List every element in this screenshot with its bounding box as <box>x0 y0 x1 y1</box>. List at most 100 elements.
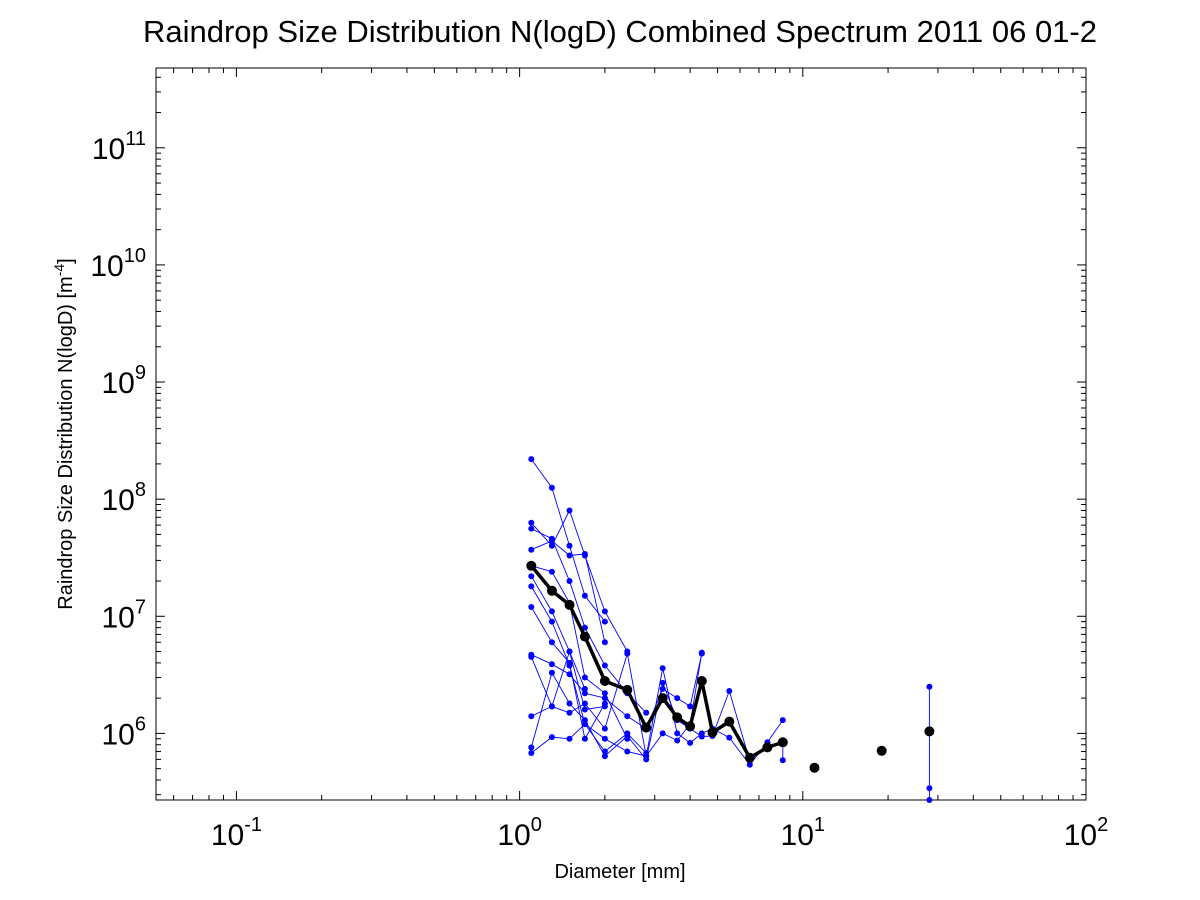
y-tick-label: 108 <box>102 479 147 517</box>
data-point <box>548 669 555 676</box>
data-point <box>643 709 650 716</box>
data-point <box>528 456 535 463</box>
data-point <box>581 690 588 697</box>
y-tick-label: 107 <box>102 596 147 634</box>
data-point <box>548 542 555 549</box>
combined-data-point <box>599 676 610 686</box>
data-point <box>528 653 535 660</box>
data-point <box>528 713 535 720</box>
data-point <box>548 608 555 615</box>
x-tick-label-exponent: -1 <box>244 814 262 836</box>
data-point <box>726 688 733 694</box>
y-tick-label-exponent: 9 <box>135 362 146 384</box>
combined-data-point <box>685 721 696 732</box>
x-tick-label-exponent: 2 <box>1097 814 1108 836</box>
data-point <box>674 695 681 702</box>
combined-data-point <box>657 693 668 704</box>
y-tick-label: 106 <box>102 713 147 751</box>
combined-data-point <box>622 684 633 695</box>
x-tick-label-base: 10 <box>211 819 244 852</box>
y-tick-label: 1011 <box>92 128 146 166</box>
data-point <box>601 753 608 760</box>
data-point <box>566 542 573 549</box>
combined-data-point <box>809 762 820 773</box>
y-tick-label-exponent: 8 <box>135 479 146 501</box>
combined-data-point <box>696 676 707 686</box>
data-point <box>659 665 666 672</box>
data-point <box>674 737 681 744</box>
data-point <box>566 552 573 559</box>
data-series <box>526 456 935 803</box>
data-point <box>528 750 535 756</box>
combined-data-point <box>744 752 755 763</box>
data-point <box>548 618 555 625</box>
data-point <box>566 735 573 742</box>
combined-data-point <box>762 742 773 753</box>
data-point <box>601 639 608 646</box>
combined-spectrum-line <box>529 564 784 760</box>
data-point <box>601 735 608 742</box>
data-point <box>779 757 786 764</box>
y-tick-label-exponent: 10 <box>124 245 146 267</box>
data-point <box>548 661 555 668</box>
data-point <box>581 735 588 742</box>
y-tick-label-exponent: 11 <box>125 128 146 150</box>
x-tick-label: 100 <box>497 814 542 852</box>
data-point <box>601 662 608 669</box>
data-point <box>528 525 535 532</box>
data-point <box>548 734 555 741</box>
combined-data-point <box>564 599 575 610</box>
x-tick-label-exponent: 1 <box>814 814 825 836</box>
combined-data-point <box>707 727 718 738</box>
data-point <box>659 730 666 737</box>
y-axis-label-close: ] <box>55 258 77 264</box>
y-tick-label-base: 10 <box>102 601 135 634</box>
y-tick-label-base: 10 <box>102 367 135 400</box>
combined-data-point <box>924 726 935 737</box>
data-point <box>528 583 535 590</box>
y-axis-label-exponent: -4 <box>51 264 67 277</box>
data-point <box>601 618 608 625</box>
data-point <box>643 753 650 760</box>
combined-data-point <box>876 745 887 756</box>
data-point <box>581 551 588 557</box>
data-point <box>601 695 608 702</box>
data-point <box>624 650 631 657</box>
data-point <box>566 507 573 514</box>
data-point <box>624 733 631 739</box>
data-point <box>528 604 535 610</box>
data-point <box>674 730 681 737</box>
combined-data-point <box>526 560 537 571</box>
x-tick-label: 102 <box>1064 814 1109 852</box>
data-point <box>624 713 631 720</box>
data-point <box>601 690 608 697</box>
data-point <box>528 744 535 751</box>
data-point <box>566 578 573 584</box>
axis-ticks <box>156 68 1087 800</box>
data-point <box>548 568 555 575</box>
combined-data-point <box>546 585 557 596</box>
data-point <box>926 797 933 803</box>
data-point <box>659 679 666 686</box>
data-point <box>581 721 588 728</box>
y-tick-label: 1010 <box>90 245 146 283</box>
x-tick-label-base: 10 <box>781 819 814 852</box>
data-point <box>566 659 573 666</box>
spectrum-line <box>530 575 586 690</box>
x-tick-label-base: 10 <box>497 819 530 852</box>
y-tick-label-base: 10 <box>90 250 123 283</box>
data-point <box>581 674 588 681</box>
combined-data-point <box>777 737 788 748</box>
data-point <box>548 537 555 544</box>
data-point <box>926 785 933 792</box>
data-point <box>548 703 555 710</box>
data-point <box>601 703 608 710</box>
y-tick-label-base: 10 <box>102 484 135 517</box>
data-point <box>548 639 555 646</box>
combined-data-point <box>641 722 652 733</box>
combined-data-point <box>672 712 683 723</box>
data-point <box>581 592 588 599</box>
x-tick-label-exponent: 0 <box>531 814 542 836</box>
